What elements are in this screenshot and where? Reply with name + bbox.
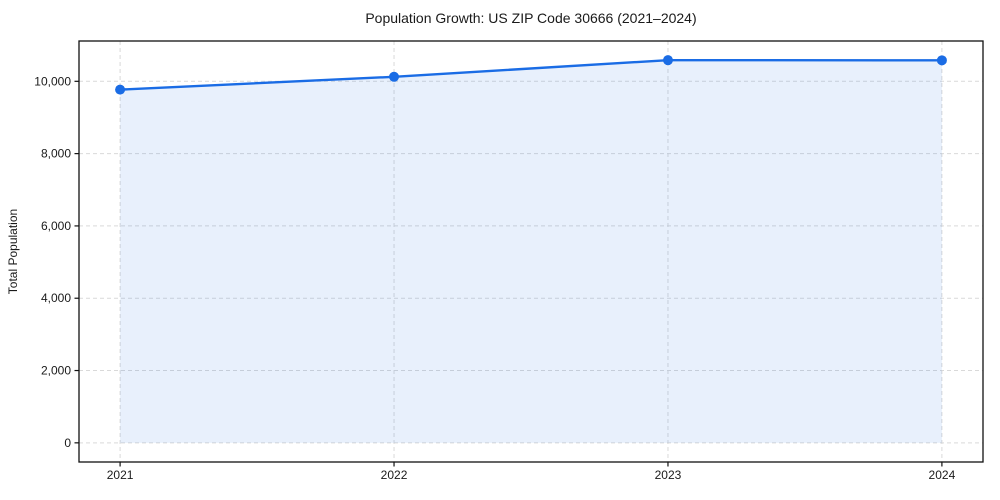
series-layer — [115, 55, 947, 443]
y-tick-label: 10,000 — [34, 74, 71, 88]
data-point-marker — [936, 55, 947, 66]
x-tick-label: 2023 — [655, 468, 682, 482]
plot-border — [78, 40, 984, 463]
y-tick-label: 2,000 — [41, 364, 71, 378]
chart-title: Population Growth: US ZIP Code 30666 (20… — [365, 10, 696, 26]
y-tick-label: 6,000 — [41, 219, 71, 233]
area-fill — [120, 60, 942, 443]
grid-layer — [79, 41, 983, 462]
axes-layer: 2021 2022 2023 2024 0 2,000 4,000 6,000 8,000 10,… — [34, 40, 984, 482]
y-tick-label: 8,000 — [41, 147, 71, 161]
data-point-marker — [115, 84, 126, 95]
y-tick-label: 4,000 — [41, 291, 71, 305]
data-point-marker — [389, 71, 400, 82]
x-tick-label: 2024 — [929, 468, 956, 482]
series-line — [118, 58, 944, 91]
x-tick-label: 2022 — [381, 468, 408, 482]
x-tick-label: 2021 — [107, 468, 134, 482]
y-tick-label: 0 — [64, 436, 71, 450]
y-axis-label: Total Population — [6, 209, 20, 294]
data-point-marker — [662, 55, 673, 66]
